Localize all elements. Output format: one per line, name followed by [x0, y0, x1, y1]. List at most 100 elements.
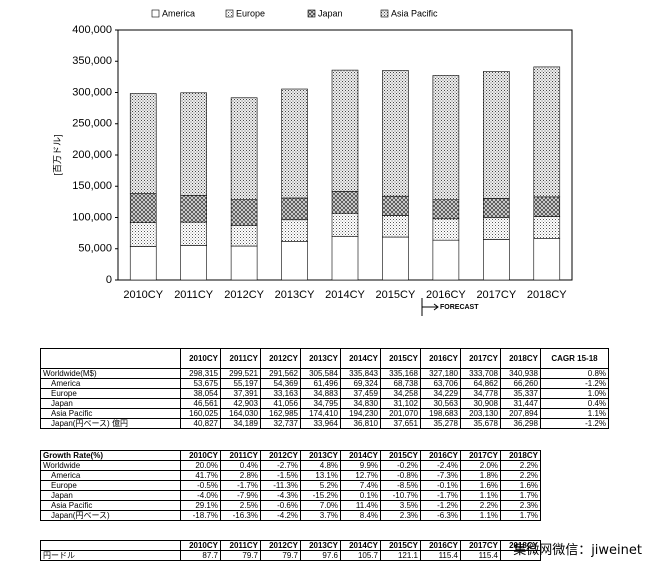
bar-segment	[533, 238, 561, 281]
table-cell: 41,056	[260, 398, 301, 409]
table-cell: -18.7%	[180, 510, 221, 521]
table-row: Japan 46,561 42,903 41,056 34,795 34,830 31,10…	[40, 398, 609, 409]
table-cell: 1.1%	[460, 490, 501, 501]
column-header: 2017CY	[460, 450, 501, 461]
table-row: Worldwide(M$) 298,315 299,521 291,562 305,58…	[40, 368, 609, 379]
column-header: 2010CY	[180, 540, 221, 551]
bar-segment	[281, 241, 308, 281]
table-cell: 34,258	[380, 388, 421, 399]
chart: [百万ドル] FORECAST 0 50,000 100,000 150,000 200…	[52, 8, 573, 316]
table-cell: 299,521	[220, 368, 261, 379]
table-cell: -4.0%	[180, 490, 221, 501]
header-row: 2010CY 2011CY 2012CY 2013CY 2014CY 2015CY 2016…	[40, 540, 541, 551]
table-row: Worldwide 20.0% 0.4% -2.7% 4.8% 9.9% -0.2% -2.4…	[40, 460, 541, 471]
table-cell: 30,908	[460, 398, 501, 409]
bar-segment	[331, 236, 359, 281]
column-header: 2018CY	[500, 348, 541, 369]
table-cell: 298,315	[180, 368, 221, 379]
bar-segment	[230, 97, 258, 200]
table-cell: 0.4%	[540, 398, 609, 409]
corner-cell	[40, 348, 181, 369]
table-cell: 34,778	[460, 388, 501, 399]
table-cell: 3.7%	[300, 510, 341, 521]
y-tick-label: 300,000	[72, 86, 112, 98]
x-tick-label: 2011CY	[174, 289, 214, 301]
table-row: Asia Pacific 160,025 164,030 162,985 174,410…	[40, 408, 609, 419]
data-table: 2010CY 2011CY 2012CY 2013CY 2014CY 2015CY 2016…	[40, 348, 609, 429]
row-label: Japan	[40, 490, 181, 501]
bar-segment	[129, 246, 157, 281]
table-cell: 31,447	[500, 398, 541, 409]
table-cell: -0.6%	[260, 500, 301, 511]
table-cell: 2.8%	[220, 470, 261, 481]
legend-swatch	[380, 9, 389, 18]
table-cell: -6.3%	[420, 510, 461, 521]
forecast-arrow	[421, 298, 439, 316]
bar-segment	[432, 199, 460, 220]
bar-segment	[382, 236, 409, 281]
bar-segment	[230, 245, 258, 281]
bar-segment	[129, 93, 157, 194]
table-cell: 13.1%	[300, 470, 341, 481]
table-cell: -2.4%	[420, 460, 461, 471]
column-header: 2014CY	[340, 348, 381, 369]
table-cell: -7.9%	[220, 490, 261, 501]
table-cell: 61,496	[300, 378, 341, 389]
table-cell: 121.1	[380, 550, 421, 561]
table-cell: 68,738	[380, 378, 421, 389]
table-cell: 2.0%	[460, 460, 501, 471]
legend-label: Japan	[318, 8, 343, 18]
table-cell: 5.2%	[300, 480, 341, 491]
corner-cell: Growth Rate(%)	[40, 450, 181, 461]
table-cell: 2.2%	[460, 500, 501, 511]
table-cell: -1.5%	[260, 470, 301, 481]
y-tick-label: 150,000	[72, 180, 112, 192]
table-cell: 31,102	[380, 398, 421, 409]
bar-segment	[432, 218, 460, 241]
bar-segment	[230, 199, 258, 226]
table-cell: 35,678	[460, 418, 501, 429]
x-tick-label: 2013CY	[275, 289, 315, 301]
x-tick-label: 2016CY	[426, 289, 466, 301]
table-cell: 115.4	[460, 550, 501, 561]
column-header: 2011CY	[220, 348, 261, 369]
table-cell: 79.7	[220, 550, 261, 561]
table-cell: 42,903	[220, 398, 261, 409]
column-header: 2016CY	[420, 348, 461, 369]
row-label: Asia Pacific	[40, 408, 181, 419]
legend-swatch	[307, 9, 316, 18]
column-header: 2013CY	[300, 450, 341, 461]
table-row: Japan(円ベース) 億円 40,827 34,189 32,737 33,964 36…	[40, 418, 609, 429]
bar-segment	[281, 88, 308, 199]
table-cell: 41.7%	[180, 470, 221, 481]
table-cell: 203,130	[460, 408, 501, 419]
table-cell: 63,706	[420, 378, 461, 389]
table-cell: 66,260	[500, 378, 541, 389]
bar-segment	[483, 71, 510, 199]
header-row: 2010CY 2011CY 2012CY 2013CY 2014CY 2015CY 2016…	[40, 348, 609, 369]
table-cell: 105.7	[340, 550, 381, 561]
table-cell: 333,708	[460, 368, 501, 379]
bar-segment	[281, 197, 308, 221]
corner-cell	[40, 540, 181, 551]
legend-swatch	[225, 9, 234, 18]
table-cell: 194,230	[340, 408, 381, 419]
table-cell: 2.2%	[500, 460, 541, 471]
table-cell: -15.2%	[300, 490, 341, 501]
table-cell: 46,561	[180, 398, 221, 409]
column-header: 2017CY	[460, 348, 501, 369]
table-row: America 53,675 55,197 54,369 61,496 69,324 68,…	[40, 378, 609, 389]
table-cell: 9.9%	[340, 460, 381, 471]
row-label: Japan	[40, 398, 181, 409]
bar-segment	[129, 193, 157, 223]
row-label: Japan(円ベース)	[40, 510, 181, 521]
table-cell: 291,562	[260, 368, 301, 379]
table-cell: -10.7%	[380, 490, 421, 501]
table-cell: 0.1%	[340, 490, 381, 501]
table-cell: 20.0%	[180, 460, 221, 471]
table-cell: -1.2%	[540, 378, 609, 389]
row-label: America	[40, 470, 181, 481]
table-cell: -16.3%	[220, 510, 261, 521]
table-cell: 64,862	[460, 378, 501, 389]
